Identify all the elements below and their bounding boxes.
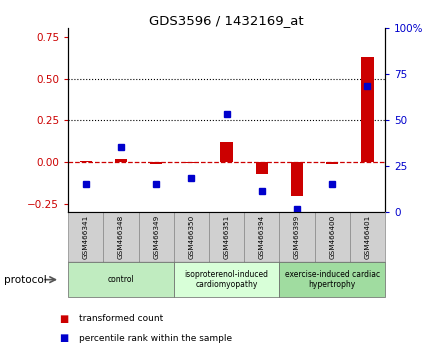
Bar <box>315 212 350 262</box>
Bar <box>174 212 209 262</box>
Text: transformed count: transformed count <box>79 314 163 323</box>
Bar <box>150 162 162 164</box>
Text: isoproterenol-induced
cardiomyopathy: isoproterenol-induced cardiomyopathy <box>185 270 268 289</box>
Bar <box>291 162 303 196</box>
Text: GSM466348: GSM466348 <box>118 215 124 259</box>
Bar <box>244 212 279 262</box>
Text: percentile rank within the sample: percentile rank within the sample <box>79 333 232 343</box>
Text: exercise-induced cardiac
hypertrophy: exercise-induced cardiac hypertrophy <box>285 270 380 289</box>
Bar <box>185 162 198 163</box>
Bar <box>68 262 174 297</box>
Bar <box>115 159 127 162</box>
Text: control: control <box>108 275 134 284</box>
Text: GSM466351: GSM466351 <box>224 215 230 259</box>
Bar <box>326 162 338 164</box>
Title: GDS3596 / 1432169_at: GDS3596 / 1432169_at <box>149 14 304 27</box>
Text: GSM466349: GSM466349 <box>153 215 159 259</box>
Bar <box>220 142 233 162</box>
Text: ■: ■ <box>59 314 69 324</box>
Text: GSM466401: GSM466401 <box>364 215 370 259</box>
Bar <box>139 212 174 262</box>
Text: ■: ■ <box>59 333 69 343</box>
Bar <box>174 262 279 297</box>
Text: GSM466394: GSM466394 <box>259 215 265 259</box>
Text: GSM466399: GSM466399 <box>294 215 300 259</box>
Bar <box>103 212 139 262</box>
Bar <box>209 212 244 262</box>
Text: GSM466350: GSM466350 <box>188 215 194 259</box>
Bar <box>256 162 268 174</box>
Text: protocol: protocol <box>4 275 47 285</box>
Bar <box>80 160 92 162</box>
Bar <box>361 57 374 162</box>
Bar <box>350 212 385 262</box>
Bar <box>279 212 315 262</box>
Text: GSM466400: GSM466400 <box>329 215 335 259</box>
Bar <box>279 262 385 297</box>
Text: GSM466341: GSM466341 <box>83 215 89 259</box>
Bar <box>68 212 103 262</box>
